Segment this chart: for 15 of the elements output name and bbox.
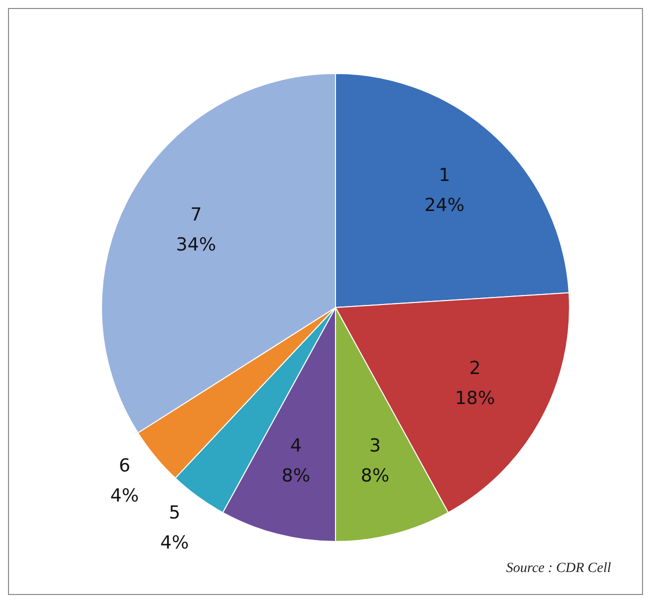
slice-label: 3 bbox=[369, 435, 381, 456]
data-label: 4% bbox=[110, 486, 139, 507]
data-label: 8% bbox=[282, 465, 310, 486]
slice-label: 1 bbox=[438, 165, 450, 186]
slice-label: 4 bbox=[290, 435, 302, 456]
data-label: 24% bbox=[424, 195, 464, 216]
data-label: 8% bbox=[360, 465, 390, 486]
slice-label: 7 bbox=[190, 204, 202, 226]
data-label: 4% bbox=[160, 532, 189, 554]
slice-label: 5 bbox=[168, 502, 180, 524]
data-label: 18% bbox=[454, 388, 495, 409]
slice-label: 6 bbox=[118, 456, 130, 477]
source-note: Source : CDR Cell bbox=[506, 561, 611, 577]
data-label: 34% bbox=[176, 234, 216, 256]
slice-label: 2 bbox=[469, 358, 481, 379]
